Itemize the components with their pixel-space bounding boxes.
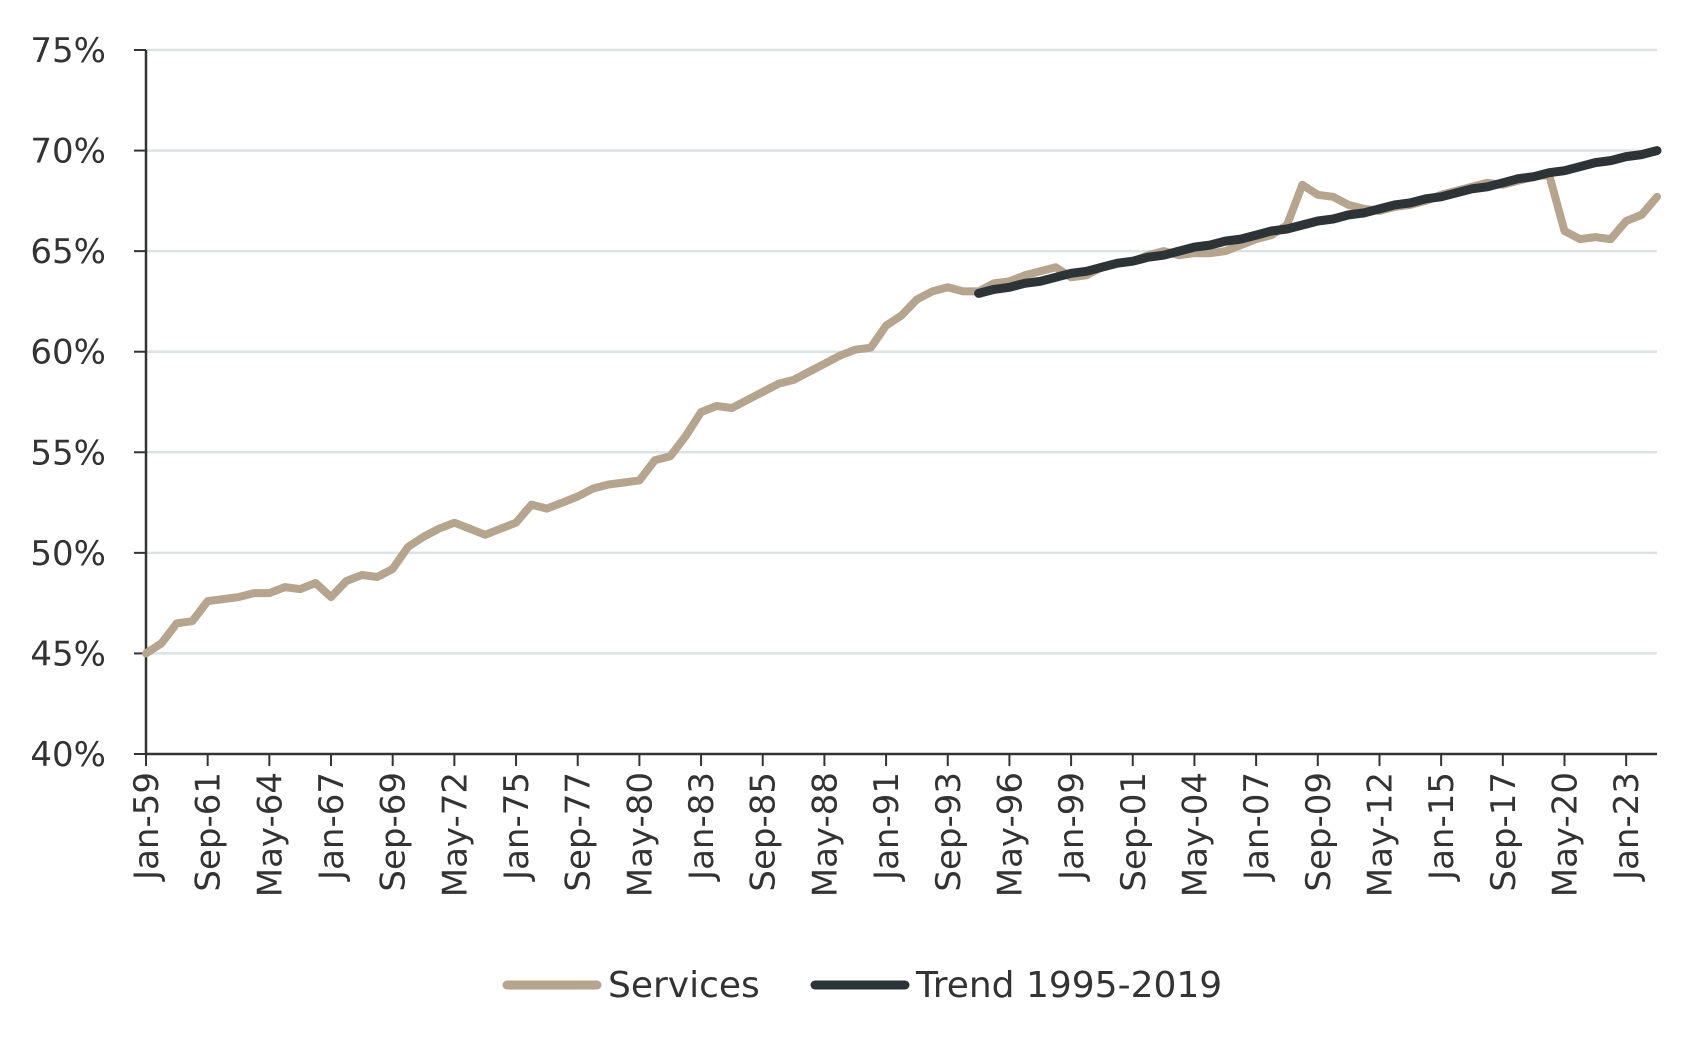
legend-label: Services (608, 965, 760, 1006)
x-tick-label: May-04 (1175, 772, 1215, 897)
x-tick-label: Jan-83 (682, 772, 722, 882)
x-tick-label: May-80 (620, 772, 660, 897)
x-tick-label: May-88 (805, 772, 845, 897)
x-tick-label: Sep-17 (1484, 772, 1524, 892)
x-tick-label: Jan-99 (1052, 772, 1092, 882)
series-line (974, 146, 1662, 298)
y-tick-label: 60% (30, 333, 106, 373)
x-tick-label: Sep-09 (1299, 772, 1339, 892)
y-tick-label: 45% (30, 634, 106, 674)
y-tick-label: 55% (30, 433, 106, 473)
x-tick-label: Sep-93 (929, 772, 969, 892)
x-tick-label: May-64 (250, 772, 290, 897)
x-tick-label: May-20 (1545, 772, 1585, 897)
x-tick-label: Jan-23 (1607, 772, 1647, 882)
x-tick-label: Jan-67 (312, 772, 352, 882)
y-tick-label: 70% (30, 132, 106, 172)
x-tick-label: Sep-61 (189, 772, 229, 892)
x-tick-label: Jan-07 (1237, 772, 1277, 882)
x-tick-label: May-96 (990, 772, 1030, 897)
y-tick-label: 75% (30, 31, 106, 71)
x-tick-label: Sep-01 (1114, 772, 1154, 892)
x-tick-label: Sep-77 (559, 772, 599, 892)
x-tick-label: May-72 (435, 772, 475, 897)
x-tick-label: Jan-91 (867, 772, 907, 882)
y-tick-label: 50% (30, 534, 106, 574)
x-tick-label: May-12 (1360, 772, 1400, 897)
x-tick-label: Sep-85 (744, 772, 784, 892)
x-tick-label: Jan-15 (1422, 772, 1462, 882)
legend-label: Trend 1995-2019 (915, 965, 1222, 1006)
y-tick-label: 65% (30, 232, 106, 272)
x-tick-label: Jan-59 (127, 772, 167, 882)
x-tick-label: Jan-75 (497, 772, 537, 882)
x-tick-label: Sep-69 (374, 772, 414, 892)
y-tick-label: 40% (30, 735, 106, 775)
series-line (142, 170, 1661, 658)
